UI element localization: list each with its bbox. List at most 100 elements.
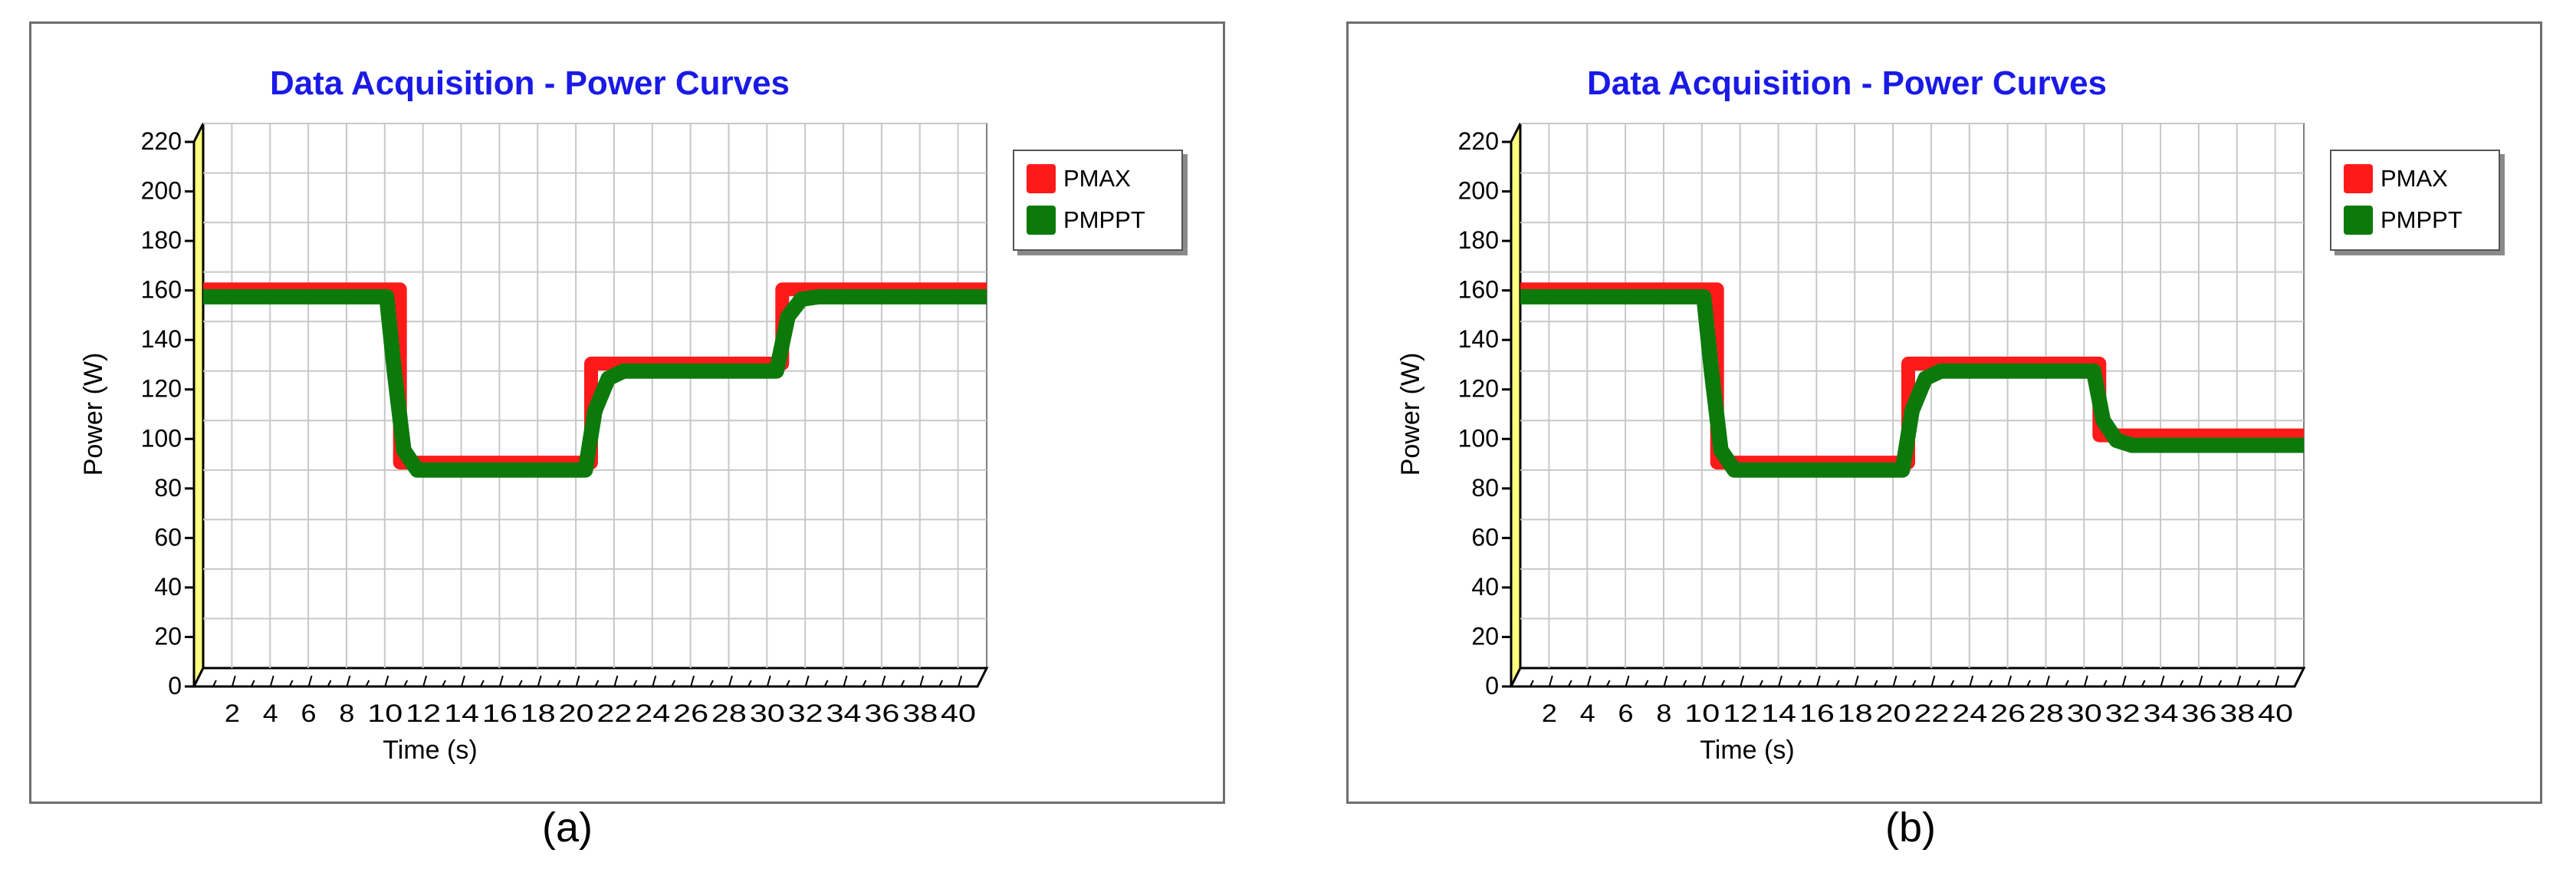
x-tick: [575, 675, 580, 687]
x-tick-label: 4: [1580, 700, 1595, 727]
x-tick: [1530, 680, 1534, 687]
y-tick-label: 40: [154, 573, 182, 601]
x-tick-label: 40: [941, 700, 976, 727]
y-axis-label: Power (W): [1396, 353, 1425, 476]
x-tick-label: 22: [596, 700, 632, 727]
x-tick: [747, 680, 752, 687]
y-tick-label: 120: [1458, 375, 1499, 403]
x-tick: [613, 675, 619, 687]
x-tick-label: 12: [406, 700, 441, 727]
y-tick-label: 140: [141, 325, 182, 353]
legend: PMAX PMPPT: [2330, 150, 2500, 251]
x-tick: [307, 675, 313, 687]
x-tick: [900, 680, 905, 687]
x-tick-label: 24: [635, 700, 670, 727]
x-tick-label: 36: [2181, 700, 2216, 727]
x-tick: [1605, 680, 1611, 687]
x-tick: [2236, 675, 2242, 687]
x-tick: [1682, 680, 1687, 687]
x-tick-label: 20: [1876, 700, 1911, 727]
x-tick-label: 10: [367, 700, 402, 727]
left-wall: [192, 123, 205, 687]
x-tick-label: 10: [1684, 700, 1720, 727]
x-tick-label: 38: [902, 700, 938, 727]
y-tick-label: 60: [154, 523, 182, 551]
y-tick-label: 180: [141, 226, 182, 254]
x-tick-label: 18: [1838, 700, 1873, 727]
x-tick: [231, 675, 236, 687]
x-tick-label: 2: [225, 700, 240, 727]
chart-title: Data Acquisition - Power Curves: [270, 64, 790, 102]
x-tick: [632, 680, 638, 687]
x-tick-label: 28: [711, 700, 747, 727]
x-tick: [843, 675, 848, 687]
chart-panel-a: Data Acquisition - Power Curves 0 20 40 60 80…: [29, 21, 1225, 804]
x-tick: [1892, 675, 1898, 687]
x-tick-label: 32: [788, 700, 823, 727]
x-tick: [881, 675, 886, 687]
x-tick: [919, 675, 925, 687]
x-tick: [938, 680, 944, 687]
x-tick-label: 16: [1799, 700, 1835, 727]
x-tick-label: 14: [1761, 700, 1796, 727]
legend-label-pmax: PMAX: [1063, 165, 1131, 192]
y-axis-label: Power (W): [79, 353, 108, 476]
x-tick: [2141, 680, 2146, 687]
legend-item-pmppt: PMPPT: [2344, 202, 2463, 239]
x-tick-label: 34: [2144, 700, 2179, 727]
x-tick: [804, 675, 810, 687]
y-tick-label: 0: [168, 672, 182, 700]
x-tick: [1950, 680, 1955, 687]
x-tick: [365, 680, 370, 687]
y-tick-label: 40: [1471, 573, 1499, 601]
x-tick-label: 8: [1656, 700, 1671, 727]
x-tick: [2045, 675, 2050, 687]
y-tick-label: 0: [1485, 672, 1499, 700]
x-tick-label: 26: [1990, 700, 2026, 727]
x-tick-label: 24: [1952, 700, 1987, 727]
x-axis-label: Time (s): [1700, 736, 1794, 765]
x-tick: [1930, 675, 1936, 687]
x-tick: [556, 680, 561, 687]
x-tick: [2160, 675, 2165, 687]
series-line-pmppt: [203, 288, 987, 478]
x-tick: [212, 680, 217, 687]
x-tick: [442, 680, 446, 687]
x-tick-label: 30: [2067, 700, 2102, 727]
x-tick: [1815, 675, 1821, 687]
x-tick: [862, 680, 867, 687]
x-tick: [2217, 680, 2223, 687]
left-wall: [1510, 123, 1522, 687]
y-tick-label: 80: [154, 474, 182, 502]
x-tick: [2064, 680, 2069, 687]
legend-swatch-pmppt: [1027, 206, 1056, 235]
x-tick-label: 2: [1542, 700, 1557, 727]
x-tick: [1644, 680, 1649, 687]
x-tick: [709, 680, 714, 687]
x-tick: [1854, 675, 1859, 687]
x-tick: [2256, 680, 2261, 687]
legend-item-pmax: PMAX: [2344, 160, 2448, 197]
x-tick: [250, 680, 255, 687]
x-tick: [2026, 680, 2031, 687]
legend-swatch-pmax: [1027, 164, 1056, 193]
chart-svg-a: Data Acquisition - Power Curves 0 20 40 60 80…: [79, 64, 989, 765]
x-tick-label: 20: [559, 700, 594, 727]
y-tick-label: 20: [154, 622, 182, 650]
x-tick: [403, 680, 409, 687]
x-tick-label: 36: [864, 700, 899, 727]
legend-label-pmppt: PMPPT: [2380, 206, 2463, 233]
x-tick: [518, 680, 523, 687]
chart-title: Data Acquisition - Power Curves: [1587, 64, 2107, 102]
x-tick: [288, 680, 294, 687]
x-tick-label: 18: [521, 700, 556, 727]
x-tick-label: 22: [1914, 700, 1949, 727]
x-tick: [2121, 675, 2127, 687]
legend-item-pmppt: PMPPT: [1027, 202, 1145, 239]
chart-panel-b: Data Acquisition - Power Curves 0 20 40 60 80…: [1346, 21, 2542, 804]
y-tick-label: 120: [141, 375, 182, 403]
x-tick: [1911, 680, 1917, 687]
x-tick: [1586, 675, 1592, 687]
x-tick-label: 4: [263, 700, 278, 727]
x-tick: [652, 675, 657, 687]
